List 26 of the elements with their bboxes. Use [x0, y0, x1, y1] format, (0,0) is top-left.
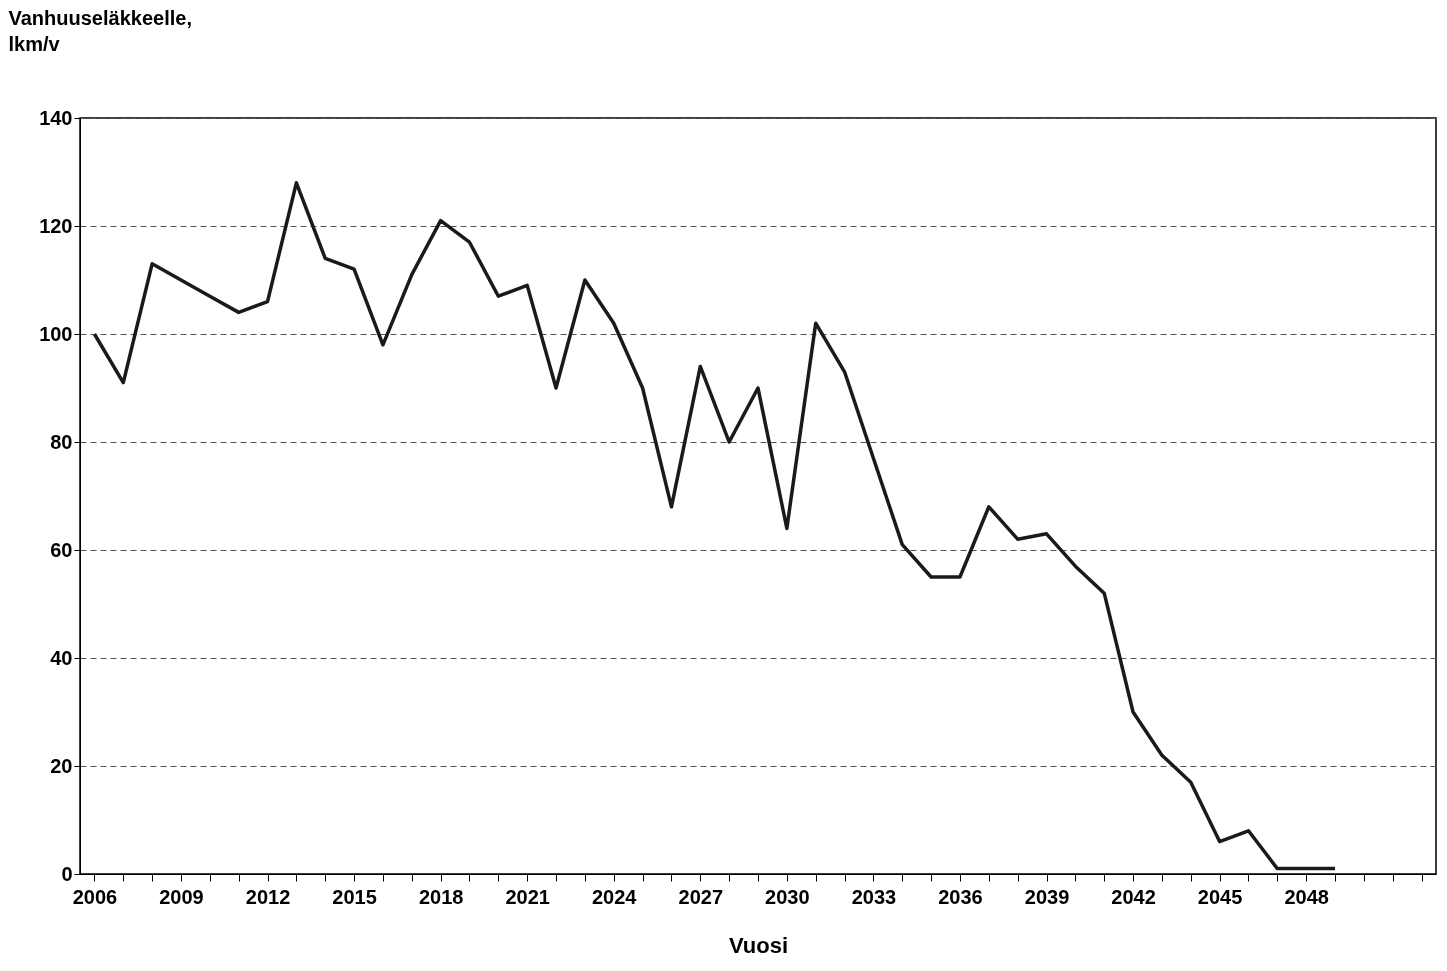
x-tick-label: 2009 — [159, 885, 204, 908]
x-tick-label: 2036 — [938, 885, 983, 908]
x-tick-label: 2039 — [1024, 885, 1070, 908]
x-tick-label: 2015 — [332, 885, 377, 908]
x-tick-label: 2006 — [72, 885, 118, 908]
x-tick-label: 2030 — [765, 885, 810, 908]
line-series — [92, 181, 1337, 871]
x-tick-label: 2042 — [1111, 885, 1156, 908]
y-tick-label: 40 — [50, 646, 73, 669]
x-tick-label: 2027 — [678, 885, 724, 908]
y-tick-label: 140 — [39, 106, 73, 129]
y-tick-label: 60 — [50, 538, 73, 561]
x-tick-label: 2033 — [851, 885, 897, 908]
x-tick-label: 2045 — [1197, 885, 1243, 908]
y-tick-label: 80 — [50, 430, 73, 453]
y-tick-label: 0 — [61, 862, 73, 885]
x-tick-label: 2024 — [591, 885, 638, 908]
y-axis-title: Vanhuuseläkkeelle, lkm/v — [8, 6, 192, 55]
y-tick-label: 100 — [39, 322, 73, 345]
y-tick-label: 120 — [39, 214, 73, 237]
x-tick-label: 2048 — [1284, 885, 1329, 908]
x-tick-label: 2021 — [505, 885, 550, 908]
x-tick-label: 2018 — [418, 885, 464, 908]
y-tick-label: 20 — [50, 754, 73, 777]
x-axis-title: Vuosi — [728, 932, 789, 958]
x-tick-label: 2012 — [245, 885, 291, 908]
